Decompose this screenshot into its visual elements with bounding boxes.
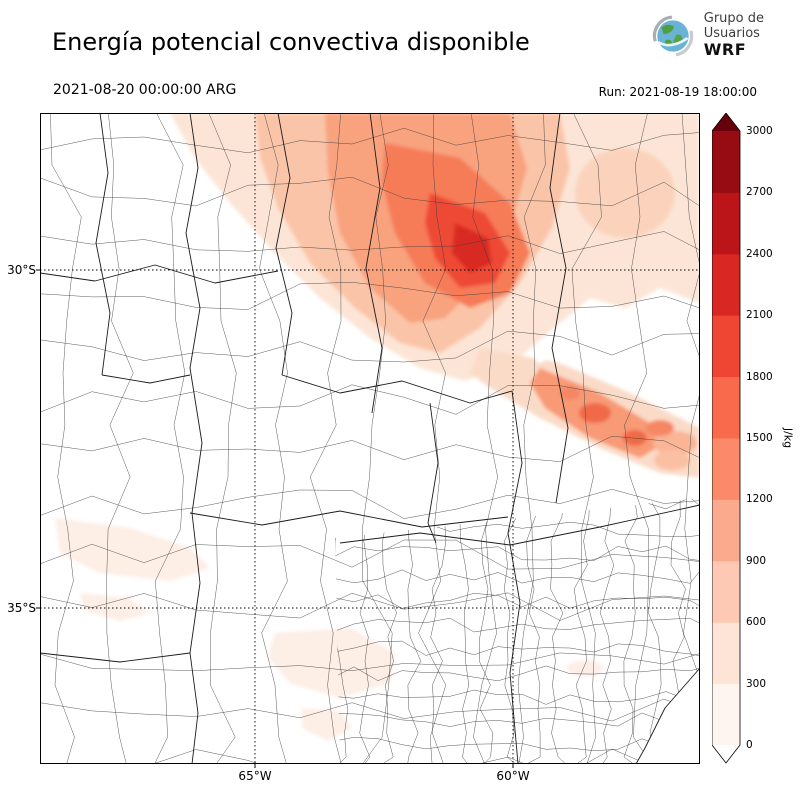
axes-frame: [40, 113, 700, 764]
colorbar-tick-label: 1500: [746, 432, 773, 444]
partido-boundaries-dense: [335, 498, 700, 764]
colorbar-tick-label: 2100: [746, 309, 773, 322]
colorbar-tick-label: 3000: [746, 125, 773, 137]
logo-line-3: WRF: [703, 40, 747, 60]
department-boundaries: [40, 113, 700, 764]
colorbar-tick-label: 1800: [746, 370, 773, 383]
colorbar-tick-label: 2700: [746, 186, 773, 199]
map-plot: [36, 113, 700, 768]
lon-tick-60W: 60°W: [496, 769, 530, 783]
colorbar: J/kg 0 300 600 900 1200 1500 1800 2100 2400 2700 3…: [712, 113, 800, 764]
run-time-label: Run: 2021-08-19 18:00:00: [598, 85, 757, 99]
map-canvas: [36, 113, 700, 768]
colorbar-tick-label: 2400: [746, 247, 773, 260]
logo-text: Grupo de Usuarios WRF: [703, 11, 764, 60]
colorbar-tick-label: 0: [746, 739, 753, 751]
colorbar-tick-label: 600: [746, 616, 767, 629]
wrf-logo: Grupo de Usuarios WRF: [650, 11, 764, 60]
figure-title: Energía potencial convectiva disponible: [52, 28, 530, 56]
lat-tick-30S: 30°S: [7, 263, 36, 277]
colorbar-bar: [712, 113, 741, 764]
globe-icon: [652, 15, 693, 56]
logo-line-2: Usuarios: [703, 25, 760, 41]
lat-tick-35S: 35°S: [7, 601, 36, 615]
cape-shading: [55, 113, 700, 741]
logo-line-1: Grupo de: [703, 11, 764, 26]
colorbar-tick-label: 300: [746, 677, 767, 690]
graticule: [40, 113, 700, 764]
colorbar-tick-label: 1200: [746, 493, 773, 506]
colorbar-tick-label: 900: [746, 554, 767, 567]
axis-tick-marks: [36, 269, 514, 768]
valid-time-label: 2021-08-20 00:00:00 ARG: [53, 82, 237, 98]
province-boundaries: [40, 113, 700, 764]
lon-tick-65W: 65°W: [238, 769, 272, 783]
colorbar-unit-label: J/kg: [781, 427, 795, 449]
